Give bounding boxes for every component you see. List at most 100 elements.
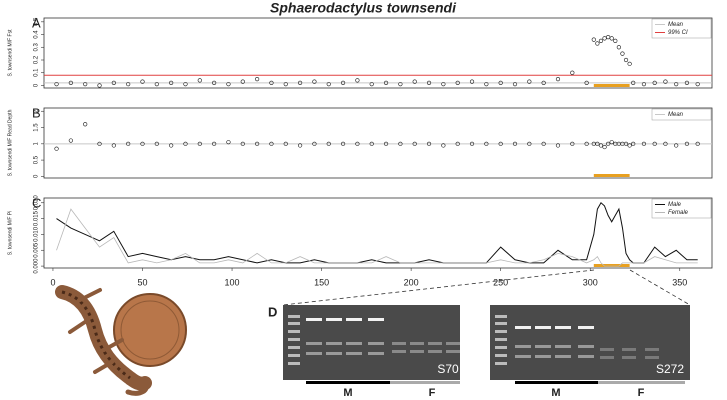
data-point xyxy=(684,80,690,86)
data-point xyxy=(226,140,231,145)
highlight-region xyxy=(593,84,630,87)
data-point xyxy=(484,141,489,146)
legend-label: 99% CI xyxy=(668,30,688,36)
data-point xyxy=(169,80,174,86)
legend-box xyxy=(651,108,712,121)
gel-band xyxy=(306,318,322,321)
data-point xyxy=(602,144,607,150)
data-point xyxy=(598,143,604,148)
y-axis-label: S. townsendi M/F Pi xyxy=(7,211,13,255)
data-point xyxy=(283,82,288,87)
data-point xyxy=(183,141,188,146)
y-tick-label: 0 xyxy=(34,83,40,87)
gel-band xyxy=(288,330,300,333)
data-point xyxy=(609,36,614,41)
data-point xyxy=(369,82,374,87)
gel-band xyxy=(495,338,507,341)
y-tick-label: 0.3 xyxy=(34,42,40,51)
gel-group: F xyxy=(638,387,645,399)
gel-band xyxy=(515,345,531,348)
data-point xyxy=(484,82,489,87)
gecko-photo xyxy=(55,285,187,396)
data-point xyxy=(154,141,159,146)
data-point xyxy=(441,82,446,87)
data-point xyxy=(570,70,575,75)
data-point xyxy=(398,141,403,146)
gel-band xyxy=(535,355,551,358)
data-point xyxy=(623,141,629,146)
data-point xyxy=(326,82,331,87)
data-point xyxy=(355,78,360,83)
data-point xyxy=(154,82,159,87)
gel-band xyxy=(645,356,659,359)
y-tick-label: 0.015 xyxy=(34,210,40,226)
gel-band xyxy=(535,326,551,329)
data-point xyxy=(412,141,417,146)
data-point xyxy=(140,79,145,84)
gel-band xyxy=(410,342,424,345)
gel-band xyxy=(346,318,362,321)
y-tick-label: 0 xyxy=(34,174,40,178)
data-point xyxy=(641,82,647,87)
data-point xyxy=(595,141,600,146)
gel-band xyxy=(535,345,551,348)
gel-band xyxy=(392,350,406,353)
data-point xyxy=(498,141,503,146)
highlight-region xyxy=(593,264,630,267)
legend-box xyxy=(651,18,712,39)
data-point xyxy=(169,143,174,148)
data-point xyxy=(555,76,561,82)
gel-band xyxy=(555,345,571,348)
gel-band xyxy=(578,345,594,348)
gel-band xyxy=(495,315,507,318)
x-tick-label: 200 xyxy=(404,277,419,287)
data-point xyxy=(412,79,417,84)
gel-band xyxy=(578,355,594,358)
gel-band xyxy=(495,330,507,333)
gel-band xyxy=(288,346,300,349)
data-point xyxy=(54,82,59,87)
data-point xyxy=(111,143,116,148)
y-tick-label: 0.005 xyxy=(34,242,40,258)
data-point xyxy=(469,141,475,146)
data-point xyxy=(340,80,346,86)
data-point xyxy=(641,141,647,146)
data-point xyxy=(126,141,131,146)
y-tick-label: 1.5 xyxy=(34,123,40,132)
data-point xyxy=(455,141,460,146)
data-point xyxy=(606,141,611,146)
data-point xyxy=(555,143,561,148)
data-point xyxy=(68,80,73,86)
y-axis-label: S. townsendi M/F Fst xyxy=(7,29,13,77)
gel-band xyxy=(446,342,460,345)
gel-band xyxy=(288,338,300,341)
data-point xyxy=(111,80,116,86)
gel-band xyxy=(306,352,322,355)
gel-band xyxy=(495,354,507,357)
data-point xyxy=(616,45,621,50)
data-point xyxy=(455,80,460,86)
gel-band xyxy=(428,350,442,353)
data-point xyxy=(398,82,403,87)
gel-band xyxy=(515,326,531,329)
data-point xyxy=(527,141,532,146)
data-point xyxy=(255,141,260,146)
highlight-region xyxy=(593,174,630,177)
data-point xyxy=(283,141,288,146)
data-point xyxy=(512,82,518,87)
gel-band xyxy=(495,346,507,349)
gel-band xyxy=(288,315,300,318)
data-point xyxy=(591,37,596,42)
gel-band xyxy=(622,348,636,351)
data-point xyxy=(197,78,202,83)
data-point xyxy=(631,141,636,146)
gel-band xyxy=(288,322,300,325)
data-point xyxy=(126,82,131,87)
gel-band xyxy=(446,350,460,353)
y-tick-label: 0.5 xyxy=(34,155,40,164)
gel-band xyxy=(410,350,424,353)
y-tick-label: 0.4 xyxy=(34,30,40,39)
x-tick-label: 100 xyxy=(225,277,240,287)
data-point xyxy=(584,80,589,86)
